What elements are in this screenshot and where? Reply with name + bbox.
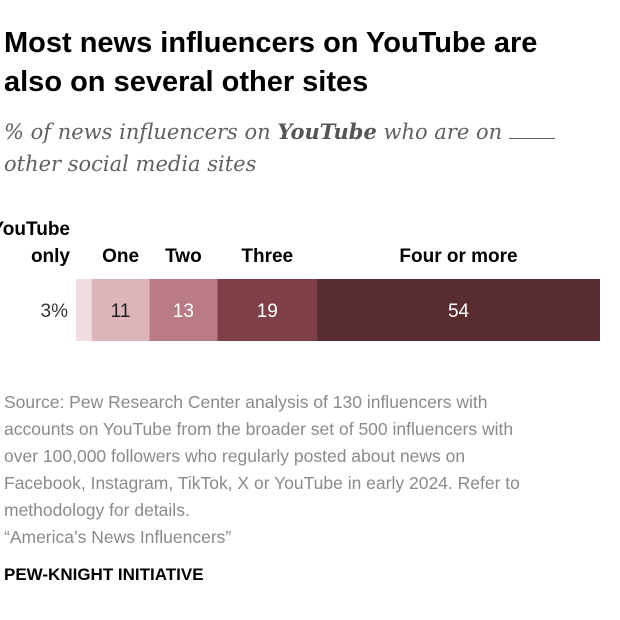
chart-title: Most news influencers on YouTube are als… — [4, 24, 604, 102]
value-label-3: 19 — [257, 301, 278, 322]
subtitle-line-2: other social media sites — [4, 152, 257, 176]
bar-segment-4 — [317, 279, 600, 341]
category-label-4: Four or more — [399, 246, 517, 267]
source-line-5: methodology for details. — [4, 500, 190, 520]
stacked-bar-chart: YouTube only 3% One 11 Two 13 Three 19 Four or mo… — [0, 219, 600, 341]
source-line-1: Source: Pew Research Center analysis of … — [4, 392, 488, 412]
value-label-2: 13 — [173, 301, 194, 322]
value-label-0: 3% — [41, 301, 69, 322]
subtitle-part-2: who are on — [376, 120, 503, 144]
bar-segment-2 — [149, 279, 218, 341]
source-line-4: Facebook, Instagram, TikTok, X or YouTub… — [4, 473, 520, 493]
category-label-0-line-0: YouTube — [0, 219, 70, 240]
category-label-0-line-1: only — [31, 246, 70, 267]
report-title: “America’s News Influencers” — [4, 527, 232, 547]
category-label-2: Two — [165, 246, 202, 267]
source-line-2: accounts on YouTube from the broader set… — [4, 419, 514, 439]
category-label-3: Three — [241, 246, 293, 267]
chart-title-line-1: Most news influencers on YouTube are — [4, 27, 538, 59]
bar-segment-3 — [217, 279, 318, 341]
chart-subtitle: % of news influencers on YouTube who are… — [4, 116, 584, 180]
subtitle-blank-line — [508, 120, 555, 139]
source-line-3: over 100,000 followers who regularly pos… — [4, 446, 466, 466]
source-note: Source: Pew Research Center analysis of … — [4, 389, 614, 551]
subtitle-emphasis: YouTube — [277, 119, 377, 144]
chart-title-line-2: also on several other sites — [4, 66, 369, 98]
brand-label: PEW-KNIGHT INITIATIVE — [4, 565, 204, 584]
bar-segment-0 — [76, 279, 92, 341]
value-label-4: 54 — [448, 301, 470, 322]
category-label-1: One — [102, 246, 139, 267]
value-label-1: 11 — [111, 301, 131, 322]
bar-segment-1 — [91, 279, 150, 341]
subtitle-part-1: % of news influencers on — [4, 120, 278, 144]
